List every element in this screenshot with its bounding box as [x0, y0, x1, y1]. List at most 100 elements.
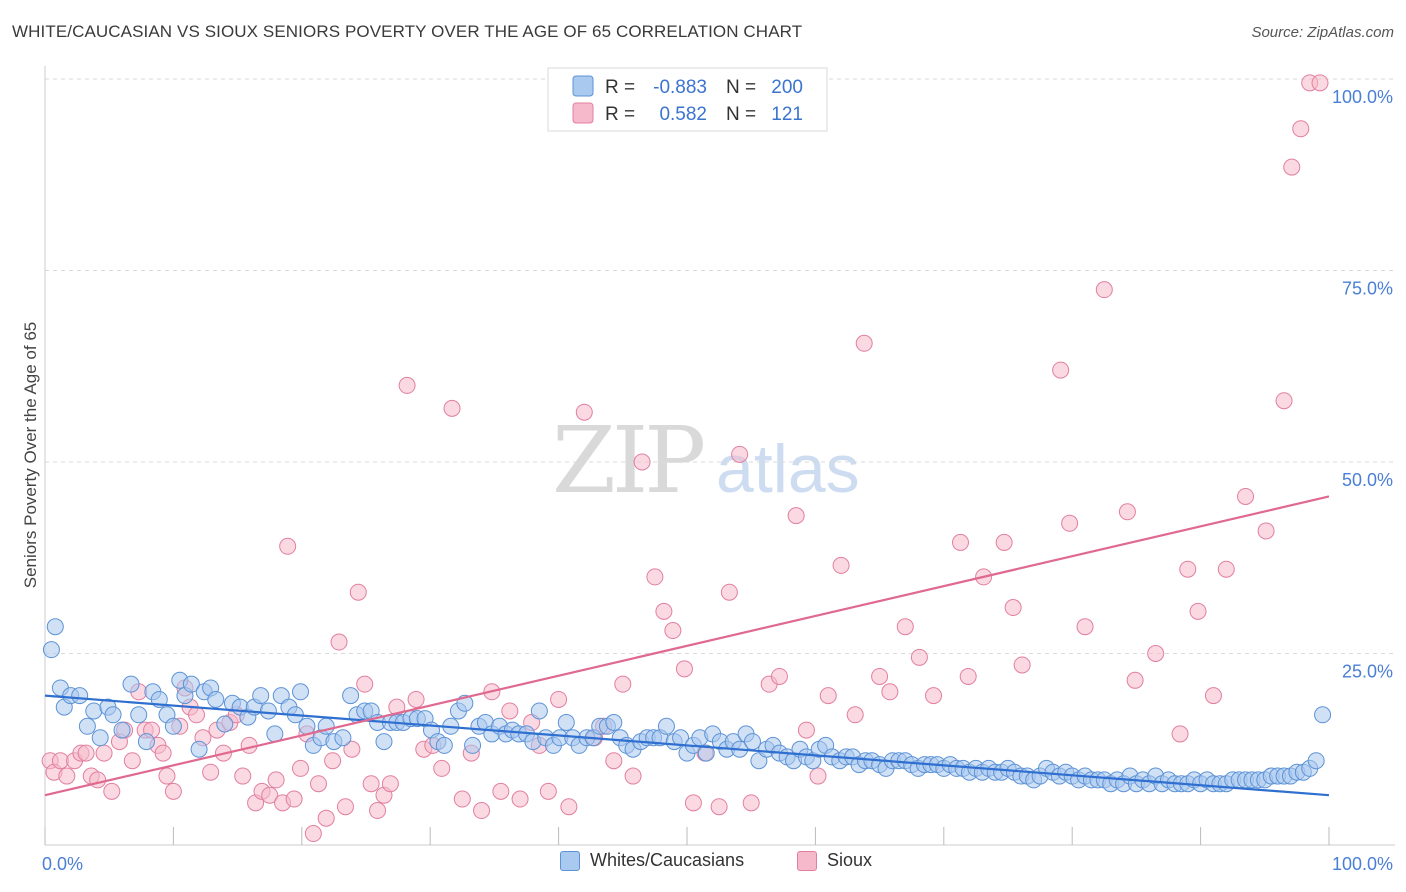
sioux-point	[1275, 392, 1293, 410]
whites-point	[464, 736, 482, 754]
whites-point	[164, 717, 182, 735]
sioux-point	[398, 376, 416, 394]
sioux-point	[158, 767, 176, 785]
series-legend: Whites/Caucasians Sioux	[0, 850, 1406, 880]
sioux-point	[433, 759, 451, 777]
legend-swatch-pink	[572, 102, 594, 124]
whites-point	[375, 733, 393, 751]
whites-point	[743, 733, 761, 751]
whites-point	[657, 717, 675, 735]
whites-point	[71, 687, 89, 705]
sioux-point	[1095, 281, 1113, 299]
sioux-point	[624, 767, 642, 785]
sioux-point	[356, 675, 374, 693]
sioux-point	[473, 802, 491, 820]
sioux-point	[720, 583, 738, 601]
sioux-point	[655, 602, 673, 620]
tick-labels: 25.0% 50.0% 75.0% 100.0% 0.0% 100.0%	[42, 87, 1393, 874]
sioux-point	[995, 533, 1013, 551]
legend-swatch-whites	[560, 850, 580, 871]
sioux-point	[309, 775, 327, 793]
sioux-point	[1257, 522, 1275, 540]
legend-n-value-1: 200	[771, 77, 803, 98]
sioux-point	[285, 790, 303, 808]
whites-point	[530, 702, 548, 720]
sioux-point	[362, 775, 380, 793]
sioux-point	[279, 537, 297, 555]
sioux-point	[1171, 725, 1189, 743]
sioux-point	[336, 798, 354, 816]
whites-point	[182, 675, 200, 693]
legend-r-value-2: 0.582	[659, 104, 707, 125]
sioux-point	[154, 744, 172, 762]
whites-point	[104, 706, 122, 724]
sioux-point	[1076, 618, 1094, 636]
whites-point	[1314, 706, 1332, 724]
sioux-point	[123, 752, 141, 770]
legend-r-label-2: R =	[605, 104, 635, 125]
sioux-point	[1311, 74, 1329, 92]
sioux-point	[317, 809, 335, 827]
sioux-point	[832, 556, 850, 574]
sioux-point	[324, 752, 342, 770]
sioux-point	[349, 583, 367, 601]
legend-item-whites: Whites/Caucasians	[560, 850, 744, 871]
sioux-point	[492, 782, 510, 800]
whites-points	[42, 618, 1332, 793]
whites-point	[46, 618, 64, 636]
sioux-point	[1052, 361, 1070, 379]
sioux-point	[797, 721, 815, 739]
sioux-point	[855, 334, 873, 352]
sioux-point	[684, 794, 702, 812]
sioux-points	[41, 74, 1329, 843]
sioux-point	[646, 568, 664, 586]
legend-label-sioux: Sioux	[827, 850, 873, 870]
sioux-point	[560, 798, 578, 816]
sioux-point	[1126, 671, 1144, 689]
sioux-point	[809, 767, 827, 785]
chart-title: WHITE/CAUCASIAN VS SIOUX SENIORS POVERTY…	[12, 22, 803, 41]
sioux-point	[664, 622, 682, 640]
whites-point	[557, 713, 575, 731]
legend-swatch-sioux	[797, 850, 817, 871]
sioux-point	[343, 740, 361, 758]
legend-r-value-1: -0.883	[653, 77, 707, 98]
sioux-point	[1283, 158, 1301, 176]
whites-point	[91, 729, 109, 747]
whites-point	[1307, 752, 1325, 770]
sioux-point	[407, 690, 425, 708]
x-tick-label: 0.0%	[42, 854, 83, 874]
sioux-point	[261, 786, 279, 804]
sioux-trend-line	[44, 495, 1330, 797]
y-tick-label: 50.0%	[1342, 470, 1393, 490]
whites-point	[216, 715, 234, 733]
whites-point	[190, 740, 208, 758]
sioux-point	[871, 667, 889, 685]
watermark-zip: ZIP	[552, 407, 703, 514]
legend-swatch-blue	[572, 75, 594, 97]
sioux-point	[453, 790, 471, 808]
sioux-point	[770, 667, 788, 685]
sioux-point	[1147, 645, 1165, 662]
whites-point	[342, 687, 360, 705]
legend-label-whites: Whites/Caucasians	[590, 850, 745, 870]
legend-n-label-1: N =	[726, 77, 756, 98]
sioux-point	[1061, 514, 1079, 532]
legend-r-label-1: R =	[605, 77, 635, 98]
sioux-point	[369, 802, 387, 820]
whites-point	[113, 721, 131, 739]
sioux-point	[234, 767, 252, 785]
whites-point	[130, 706, 148, 724]
sioux-point	[575, 403, 593, 421]
sioux-point	[614, 675, 632, 693]
whites-point	[259, 702, 277, 720]
sioux-point	[77, 744, 95, 762]
sioux-point	[539, 782, 557, 800]
y-tick-label: 100.0%	[1332, 87, 1393, 107]
sioux-point	[1204, 687, 1222, 705]
sioux-point	[731, 445, 749, 463]
sioux-point	[443, 399, 461, 417]
chart-source: Source: ZipAtlas.com	[1251, 24, 1394, 41]
sioux-point	[103, 782, 121, 800]
sioux-point	[550, 690, 568, 708]
